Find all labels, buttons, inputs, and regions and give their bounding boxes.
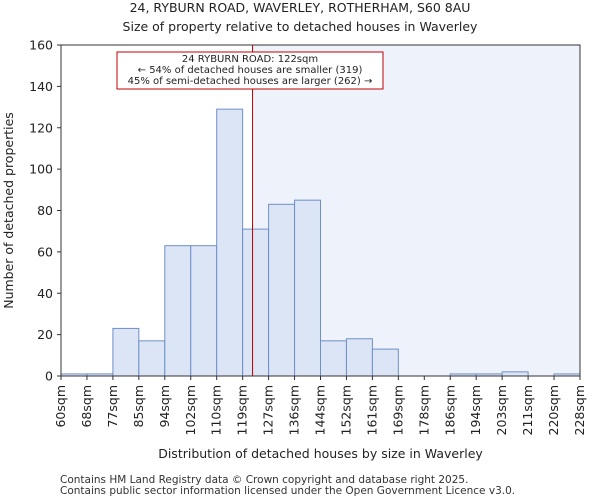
x-tick-label: 211sqm bbox=[520, 385, 535, 435]
x-tick-label: 127sqm bbox=[261, 385, 276, 435]
annotation-box: 24 RYBURN ROAD: 122sqm ← 54% of detached… bbox=[116, 51, 384, 90]
y-tick-label: 20 bbox=[37, 327, 53, 342]
x-tick-label: 136sqm bbox=[287, 385, 302, 435]
x-tick-label: 102sqm bbox=[183, 385, 198, 435]
bar-203sqm bbox=[501, 371, 529, 377]
y-tick-label: 60 bbox=[37, 244, 53, 259]
bar-119sqm bbox=[242, 228, 270, 377]
y-tick-label: 160 bbox=[29, 38, 53, 53]
x-tick-label: 110sqm bbox=[209, 385, 224, 435]
x-tick-label: 178sqm bbox=[416, 385, 431, 435]
x-tick-label: 152sqm bbox=[338, 385, 353, 435]
bar-144sqm bbox=[320, 340, 347, 377]
y-tick-label: 80 bbox=[37, 203, 53, 218]
x-tick-label: 60sqm bbox=[53, 385, 68, 428]
y-tick-label: 140 bbox=[29, 79, 53, 94]
bar-77sqm bbox=[112, 327, 140, 377]
y-axis-label: Number of detached properties bbox=[1, 112, 16, 309]
footer-line-2: Contains public sector information licen… bbox=[60, 485, 515, 497]
x-tick-label: 144sqm bbox=[313, 385, 328, 435]
bar-136sqm bbox=[294, 199, 321, 377]
bar-94sqm bbox=[164, 245, 192, 377]
x-tick-label: 194sqm bbox=[468, 385, 483, 435]
bar-152sqm bbox=[345, 338, 373, 377]
x-axis-label: Distribution of detached houses by size … bbox=[158, 446, 483, 461]
plot-frame bbox=[60, 44, 581, 377]
x-tick-label: 186sqm bbox=[442, 385, 457, 435]
x-tick-label: 68sqm bbox=[79, 385, 94, 428]
bar-127sqm bbox=[268, 203, 296, 377]
y-tick-label: 40 bbox=[37, 286, 53, 301]
x-tick-label: 119sqm bbox=[235, 385, 250, 435]
x-tick-label: 77sqm bbox=[105, 385, 120, 428]
x-tick-label: 169sqm bbox=[390, 385, 405, 435]
x-tick-label: 220sqm bbox=[546, 385, 561, 435]
x-tick-label: 85sqm bbox=[131, 385, 146, 428]
x-tick-label: 161sqm bbox=[364, 385, 379, 435]
chart-subtitle: Size of property relative to detached ho… bbox=[123, 19, 479, 34]
chart-title: 24, RYBURN ROAD, WAVERLEY, ROTHERHAM, S6… bbox=[130, 0, 471, 15]
bar-102sqm bbox=[190, 245, 218, 377]
y-tick-label: 100 bbox=[29, 162, 53, 177]
x-tick-label: 203sqm bbox=[494, 385, 509, 435]
annotation-line-1: 24 RYBURN ROAD: 122sqm bbox=[182, 54, 318, 65]
bar-161sqm bbox=[371, 348, 399, 377]
annotation-line-3: 45% of semi-detached houses are larger (… bbox=[128, 76, 373, 87]
bar-110sqm bbox=[216, 108, 244, 377]
x-tick-label: 228sqm bbox=[572, 385, 587, 435]
y-tick-label: 120 bbox=[29, 120, 53, 135]
x-tick-label: 94sqm bbox=[157, 385, 172, 428]
y-tick-label: 0 bbox=[45, 369, 53, 384]
bar-85sqm bbox=[138, 340, 166, 377]
footer-line-1: Contains HM Land Registry data © Crown c… bbox=[60, 474, 468, 486]
annotation-line-2: ← 54% of detached houses are smaller (31… bbox=[138, 65, 363, 76]
